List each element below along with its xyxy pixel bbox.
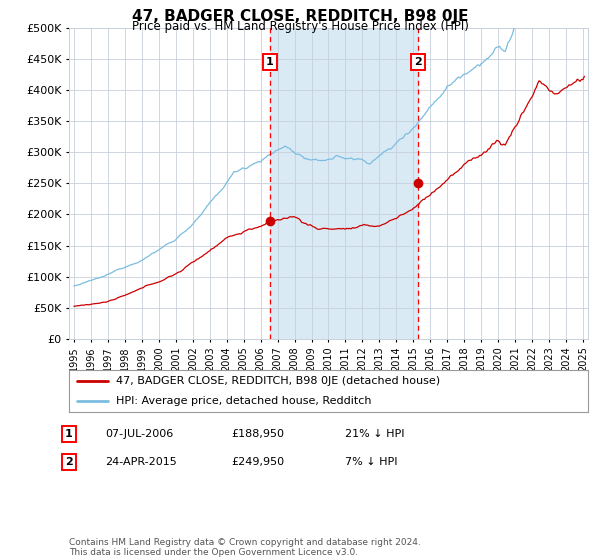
Text: £249,950: £249,950 — [231, 457, 284, 467]
Text: 2: 2 — [65, 457, 73, 467]
Bar — [270, 28, 418, 339]
Text: 1: 1 — [65, 429, 73, 439]
Text: Price paid vs. HM Land Registry's House Price Index (HPI): Price paid vs. HM Land Registry's House … — [131, 20, 469, 33]
Text: 2: 2 — [415, 57, 422, 67]
Text: 7% ↓ HPI: 7% ↓ HPI — [345, 457, 398, 467]
Text: 07-JUL-2006: 07-JUL-2006 — [105, 429, 173, 439]
Text: 1: 1 — [266, 57, 274, 67]
Text: £188,950: £188,950 — [231, 429, 284, 439]
Text: 47, BADGER CLOSE, REDDITCH, B98 0JE (detached house): 47, BADGER CLOSE, REDDITCH, B98 0JE (det… — [116, 376, 440, 386]
Text: 47, BADGER CLOSE, REDDITCH, B98 0JE: 47, BADGER CLOSE, REDDITCH, B98 0JE — [132, 9, 468, 24]
Text: Contains HM Land Registry data © Crown copyright and database right 2024.
This d: Contains HM Land Registry data © Crown c… — [69, 538, 421, 557]
Text: 24-APR-2015: 24-APR-2015 — [105, 457, 177, 467]
Text: HPI: Average price, detached house, Redditch: HPI: Average price, detached house, Redd… — [116, 396, 371, 405]
Text: 21% ↓ HPI: 21% ↓ HPI — [345, 429, 404, 439]
